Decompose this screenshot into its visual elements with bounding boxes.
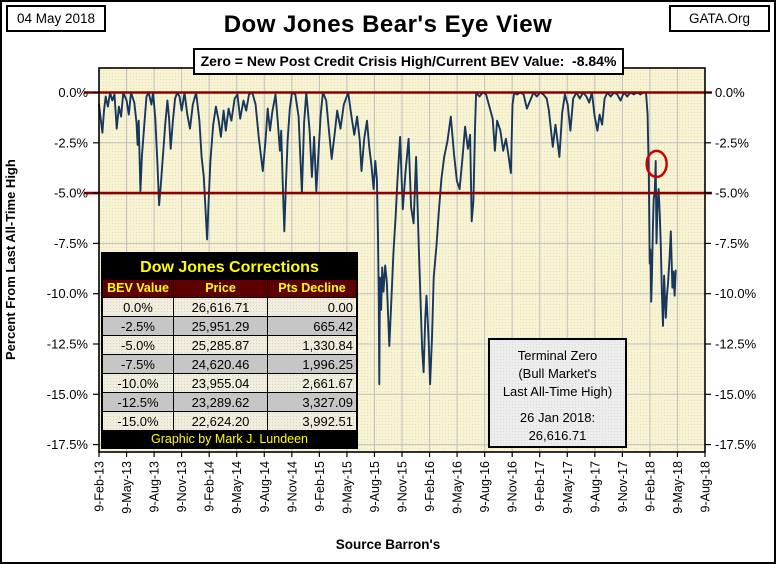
- x-axis-label: 9-Nov-15: [396, 461, 410, 512]
- gata-org-badge: GATA.Org: [669, 5, 770, 32]
- y-axis-label-left: -15.0%: [47, 387, 89, 402]
- x-axis-label: 9-Nov-17: [616, 461, 630, 512]
- x-axis-label: 9-Nov-13: [175, 461, 189, 512]
- x-axis-label: 9-Aug-13: [148, 461, 162, 512]
- y-axis-label-right: -7.5%: [715, 236, 749, 251]
- terminal-zero-annotation: Terminal Zero (Bull Market's Last All-Ti…: [488, 338, 627, 448]
- y-axis-label-left: -12.5%: [47, 337, 89, 352]
- table-cell: -2.5%: [103, 316, 173, 335]
- table-cell: 0.0%: [103, 297, 173, 316]
- x-axis-label: 9-Aug-16: [478, 461, 492, 512]
- table-cell: 23,955.04: [173, 373, 267, 392]
- table-header-row: BEV Value Price Pts Decline: [103, 280, 356, 297]
- y-axis-label-left: -10.0%: [47, 286, 89, 301]
- annotation-line: 26 Jan 2018:: [519, 410, 596, 425]
- x-axis-label: 9-Feb-16: [423, 461, 437, 512]
- x-axis-label: 9-Aug-14: [258, 461, 272, 512]
- y-axis-label-left: -17.5%: [47, 437, 89, 452]
- x-axis-label: 9-May-17: [561, 461, 575, 514]
- table-cell: 0.00: [267, 297, 356, 316]
- table-cell: -12.5%: [103, 392, 173, 411]
- table-cell: 1,330.84: [267, 335, 356, 354]
- x-axis-label: 9-Nov-16: [506, 461, 520, 512]
- annotation-line: Terminal Zero: [517, 348, 598, 363]
- y-axis-label-left: -7.5%: [54, 236, 88, 251]
- table-cell: 2,661.67: [267, 373, 356, 392]
- corrections-table: Dow Jones Corrections BEV Value Price Pts …: [101, 252, 358, 449]
- date-badge: 04 May 2018: [6, 5, 106, 32]
- y-axis-label-right: -15.0%: [715, 387, 757, 402]
- y-axis-label-left: -5.0%: [54, 186, 88, 201]
- table-cell: 25,951.29: [173, 316, 267, 335]
- annotation-line: 26,616.71: [528, 428, 587, 443]
- y-axis-title: Percent From Last All-Time High: [3, 159, 18, 361]
- table-title: Dow Jones Corrections: [103, 254, 356, 280]
- table-cell: 25,285.87: [173, 335, 267, 354]
- chart-title: Dow Jones Bear's Eye View: [223, 11, 553, 38]
- x-axis-label: 9-May-15: [340, 461, 354, 514]
- table-cell: 1,996.25: [267, 354, 356, 373]
- y-axis-label-right: -12.5%: [715, 337, 757, 352]
- x-axis-label: 9-May-16: [451, 461, 465, 514]
- x-axis-label: 9-Aug-17: [588, 461, 602, 512]
- x-axis-label: 9-Feb-14: [203, 461, 217, 512]
- table-cell: 22,624.20: [173, 411, 267, 430]
- x-axis-label: 9-Aug-18: [699, 461, 713, 512]
- table-column-header: BEV Value: [103, 280, 173, 297]
- bounce-high-circle-annotation: [645, 149, 668, 179]
- table-cell: 3,327.09: [267, 392, 356, 411]
- table-cell: -7.5%: [103, 354, 173, 373]
- source-label: Source Barron's: [335, 537, 441, 552]
- table-cell: 23,289.62: [173, 392, 267, 411]
- x-axis-label: 9-Feb-18: [643, 461, 657, 512]
- y-axis-label-right: -2.5%: [715, 135, 749, 150]
- table-cell: 665.42: [267, 316, 356, 335]
- x-axis-label: 9-May-18: [671, 461, 685, 514]
- x-axis-label: 9-Aug-15: [368, 461, 382, 512]
- table-footer-credit: Graphic by Mark J. Lundeen: [103, 430, 356, 447]
- table-cell: -5.0%: [103, 335, 173, 354]
- y-axis-label-left: 0.0%: [58, 85, 88, 100]
- y-axis-label-right: -5.0%: [715, 186, 749, 201]
- x-axis-label: 9-Nov-14: [285, 461, 299, 512]
- y-axis-label-right: -17.5%: [715, 437, 757, 452]
- table-cell: -10.0%: [103, 373, 173, 392]
- x-axis-label: 9-Feb-13: [93, 461, 107, 512]
- table-cell: 26,616.71: [173, 297, 267, 316]
- annotation-line: (Bull Market's: [518, 366, 597, 381]
- table-column-header: Price: [173, 280, 267, 297]
- y-axis-label-right: -10.0%: [715, 286, 757, 301]
- annotation-line: Last All-Time High): [502, 384, 613, 399]
- subtitle-note: Zero = New Post Credit Crisis High/Curre…: [193, 48, 624, 75]
- table-cell: 24,620.46: [173, 354, 267, 373]
- x-axis-label: 9-Feb-15: [313, 461, 327, 512]
- x-axis-label: 9-Feb-17: [533, 461, 547, 512]
- table-body: 0.0% 26,616.71 0.00 -2.5% 25,951.29 665.42 -5.…: [103, 297, 356, 430]
- x-axis-label: 9-May-14: [230, 461, 244, 514]
- table-column-header: Pts Decline: [267, 280, 356, 297]
- x-axis-label: 9-May-13: [120, 461, 134, 514]
- table-cell: 3,992.51: [267, 411, 356, 430]
- y-axis-label-right: 0.0%: [715, 85, 745, 100]
- table-cell: -15.0%: [103, 411, 173, 430]
- y-axis-label-left: -2.5%: [54, 135, 88, 150]
